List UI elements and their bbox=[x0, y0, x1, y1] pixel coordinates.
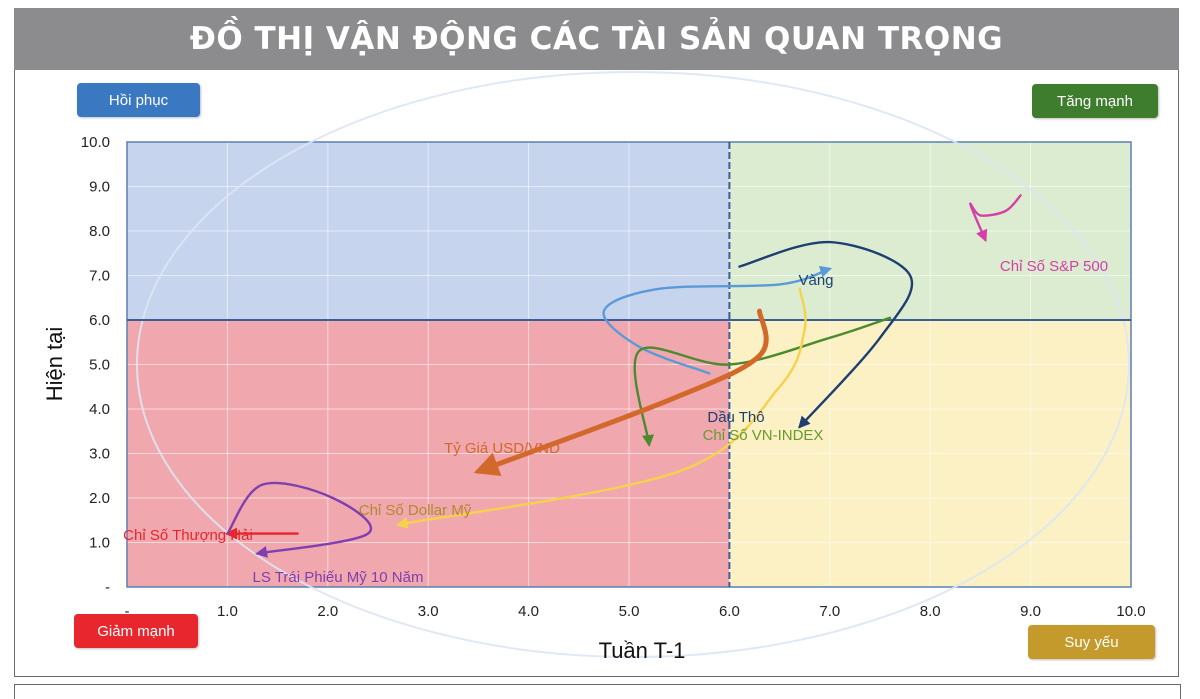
series-label: Vàng bbox=[798, 272, 833, 289]
series-label: Chỉ Số Thượng Hải bbox=[123, 527, 253, 544]
chart-header-title: ĐỒ THỊ VẬN ĐỘNG CÁC TÀI SẢN QUAN TRỌNG bbox=[14, 8, 1179, 70]
series-line bbox=[226, 481, 372, 558]
series-label: LS Trái Phiếu Mỹ 10 Năm bbox=[253, 569, 424, 586]
y-tick-label: 2.0 bbox=[89, 490, 110, 507]
x-tick-label: 10.0 bbox=[1116, 603, 1145, 620]
x-tick-label: 6.0 bbox=[719, 603, 740, 620]
y-tick-label: - bbox=[105, 579, 110, 596]
x-tick-label: 3.0 bbox=[418, 603, 439, 620]
series-line bbox=[395, 287, 807, 529]
series-label: Tỷ Giá USD/VND bbox=[444, 440, 560, 457]
y-tick-label: 3.0 bbox=[89, 446, 110, 463]
series-label: Chỉ Số VN-INDEX bbox=[703, 427, 824, 444]
series-label: Dầu Thô bbox=[707, 409, 764, 426]
x-tick-label: 8.0 bbox=[920, 603, 941, 620]
series-label: Chỉ Số S&P 500 bbox=[1000, 258, 1108, 275]
series-line bbox=[633, 316, 892, 447]
bottom-divider bbox=[14, 684, 1181, 699]
y-tick-label: 7.0 bbox=[89, 268, 110, 285]
quadrant-label-top-left: Hồi phục bbox=[77, 83, 200, 117]
y-tick-label: 4.0 bbox=[89, 401, 110, 418]
y-tick-label: 8.0 bbox=[89, 223, 110, 240]
x-tick-label: 2.0 bbox=[317, 603, 338, 620]
chart-frame bbox=[14, 70, 1179, 677]
quadrant-label-bottom-left: Giảm mạnh bbox=[74, 614, 198, 648]
x-tick-label: 9.0 bbox=[1020, 603, 1041, 620]
series-label: Chỉ Số Dollar Mỹ bbox=[359, 502, 472, 519]
y-tick-label: 1.0 bbox=[89, 535, 110, 552]
series-line bbox=[473, 308, 769, 476]
x-axis-title: Tuần T-1 bbox=[599, 638, 686, 663]
series-line bbox=[969, 194, 1022, 243]
x-tick-label: 1.0 bbox=[217, 603, 238, 620]
plot-border bbox=[126, 141, 1132, 588]
quadrant-label-bottom-right: Suy yếu bbox=[1028, 625, 1155, 659]
series-line bbox=[602, 265, 833, 375]
x-tick-label: - bbox=[125, 603, 130, 620]
y-tick-label: 6.0 bbox=[89, 312, 110, 329]
y-tick-label: 10.0 bbox=[81, 134, 110, 151]
y-tick-label: 5.0 bbox=[89, 357, 110, 374]
decorative-ellipse bbox=[136, 71, 1130, 658]
x-tick-label: 4.0 bbox=[518, 603, 539, 620]
x-tick-label: 7.0 bbox=[819, 603, 840, 620]
y-tick-label: 9.0 bbox=[89, 179, 110, 196]
y-axis-title: Hiện tại bbox=[42, 327, 67, 402]
x-tick-label: 5.0 bbox=[619, 603, 640, 620]
series-line bbox=[738, 240, 914, 429]
quadrant-label-top-right: Tăng mạnh bbox=[1032, 84, 1158, 118]
